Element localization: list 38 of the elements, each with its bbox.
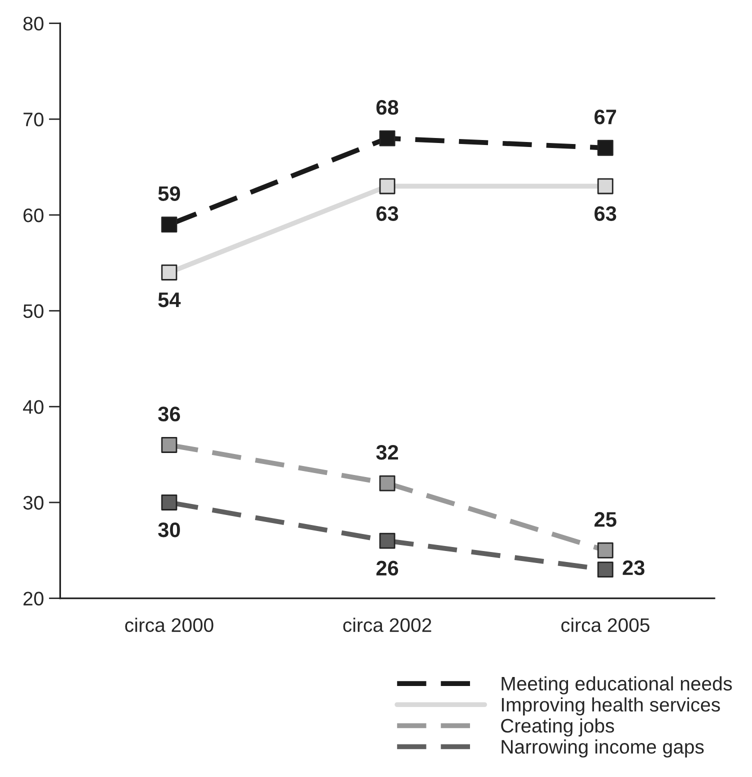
point bbox=[161, 494, 178, 510]
point bbox=[597, 542, 614, 558]
y-tick-label: 40 bbox=[23, 400, 44, 414]
y-tick-label: 30 bbox=[23, 496, 44, 510]
point bbox=[379, 475, 396, 492]
legend-label: Creating jobs bbox=[501, 718, 614, 737]
point bbox=[379, 178, 396, 194]
legend-label: Meeting educational needs bbox=[502, 676, 732, 694]
y-tick-label: 70 bbox=[24, 112, 44, 126]
point bbox=[161, 436, 178, 453]
y-tick-label: 50 bbox=[23, 304, 44, 318]
data-label: 59 bbox=[158, 186, 180, 201]
y-tick-label: 60 bbox=[24, 208, 44, 222]
y-tick-label: 20 bbox=[24, 592, 44, 606]
point bbox=[161, 216, 178, 233]
data-label: 26 bbox=[376, 560, 398, 576]
legend-label: Narrowing income gaps bbox=[502, 739, 704, 758]
x-tick-label: circa 2000 bbox=[125, 618, 214, 632]
data-label: 63 bbox=[594, 206, 616, 221]
y-tick-label: 80 bbox=[23, 16, 44, 31]
point bbox=[379, 130, 396, 146]
point bbox=[597, 178, 614, 194]
point bbox=[597, 140, 614, 156]
data-label: 54 bbox=[158, 292, 181, 308]
data-label: 67 bbox=[594, 110, 616, 124]
data-label: 36 bbox=[158, 406, 180, 422]
data-label: 25 bbox=[594, 512, 616, 527]
x-tick-label: circa 2002 bbox=[343, 618, 432, 632]
point bbox=[161, 264, 178, 280]
data-label: 30 bbox=[158, 522, 180, 538]
data-label: 23 bbox=[622, 560, 644, 576]
point bbox=[379, 532, 396, 549]
legend-label: Improving health services bbox=[502, 697, 720, 716]
data-label: 32 bbox=[376, 444, 398, 460]
data-label: 63 bbox=[376, 206, 398, 221]
point bbox=[597, 562, 614, 578]
data-label: 68 bbox=[376, 100, 398, 115]
x-tick-label: circa 2005 bbox=[561, 618, 650, 632]
